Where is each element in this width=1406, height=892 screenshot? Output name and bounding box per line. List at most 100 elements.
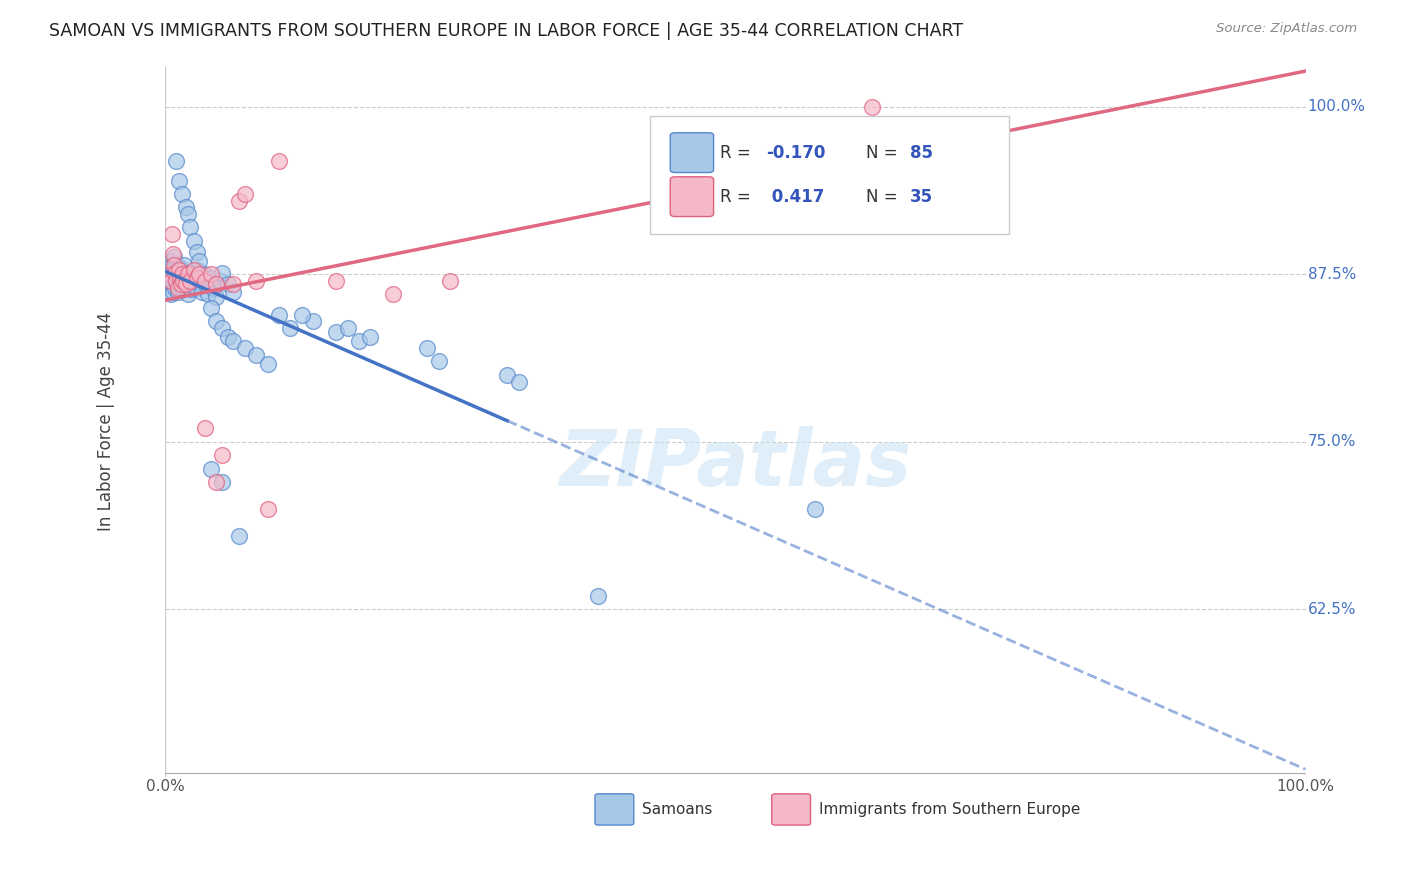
Point	[166, 281, 188, 295]
Point	[208, 274, 231, 288]
Point	[233, 341, 256, 355]
Point	[165, 153, 187, 168]
Text: N =: N =	[866, 187, 903, 206]
Point	[165, 268, 187, 282]
Point	[245, 274, 267, 288]
Point	[267, 308, 290, 322]
Point	[194, 274, 217, 288]
Point	[211, 448, 233, 462]
Point	[336, 321, 359, 335]
Point	[222, 285, 245, 299]
Text: Source: ZipAtlas.com: Source: ZipAtlas.com	[1216, 22, 1357, 36]
Point	[183, 279, 205, 293]
Point	[169, 260, 191, 275]
Point	[233, 186, 256, 201]
Text: 35: 35	[910, 187, 934, 206]
Point	[416, 341, 439, 355]
Point	[194, 274, 217, 288]
Point	[167, 274, 190, 288]
Point	[211, 475, 233, 489]
Point	[163, 250, 186, 264]
Point	[183, 234, 205, 248]
Point	[222, 277, 245, 291]
Text: 100.0%: 100.0%	[1308, 99, 1365, 114]
Point	[173, 258, 195, 272]
Point	[172, 263, 194, 277]
Point	[179, 220, 201, 235]
Point	[201, 281, 224, 295]
Point	[159, 263, 181, 277]
Point	[159, 260, 181, 275]
Point	[228, 528, 250, 542]
Point	[160, 227, 183, 242]
Point	[159, 274, 181, 288]
Text: 87.5%: 87.5%	[1308, 267, 1357, 282]
Point	[194, 421, 217, 435]
Point	[179, 274, 201, 288]
Point	[159, 274, 181, 288]
Point	[157, 268, 180, 282]
Point	[222, 334, 245, 349]
Point	[165, 266, 187, 280]
Point	[181, 271, 204, 285]
Point	[165, 274, 187, 288]
Point	[166, 274, 188, 288]
Text: -0.170: -0.170	[766, 144, 825, 161]
Point	[172, 268, 194, 282]
Point	[188, 254, 211, 268]
Text: 0.0%: 0.0%	[146, 780, 184, 795]
Point	[302, 314, 325, 328]
Point	[228, 194, 250, 208]
Point	[159, 268, 181, 282]
Point	[174, 268, 197, 282]
Point	[159, 254, 181, 268]
Point	[197, 287, 219, 301]
Point	[211, 321, 233, 335]
Point	[177, 266, 200, 280]
Point	[177, 207, 200, 221]
Point	[205, 290, 228, 304]
Point	[172, 274, 194, 288]
Point	[162, 274, 184, 288]
Text: 100.0%: 100.0%	[1277, 780, 1334, 795]
Point	[508, 375, 530, 389]
Point	[186, 244, 208, 259]
Point	[167, 263, 190, 277]
Point	[160, 258, 183, 272]
Point	[160, 268, 183, 282]
Point	[256, 357, 278, 371]
Point	[193, 268, 215, 282]
Point	[496, 368, 519, 382]
Point	[162, 285, 184, 299]
Text: 75.0%: 75.0%	[1308, 434, 1357, 450]
Point	[291, 308, 314, 322]
Point	[159, 287, 181, 301]
Point	[186, 271, 208, 285]
Point	[177, 268, 200, 282]
Point	[177, 287, 200, 301]
Text: R =: R =	[720, 144, 756, 161]
Point	[439, 274, 461, 288]
Point	[166, 285, 188, 299]
Point	[165, 271, 187, 285]
Point	[245, 348, 267, 362]
Point	[169, 268, 191, 282]
Point	[860, 100, 883, 114]
Point	[170, 271, 193, 285]
Point	[217, 277, 239, 291]
Point	[267, 153, 290, 168]
Point	[172, 281, 194, 295]
Point	[195, 277, 218, 291]
Point	[162, 247, 184, 261]
Point	[167, 263, 190, 277]
Point	[280, 321, 302, 335]
Point	[200, 271, 222, 285]
Text: 85: 85	[910, 144, 932, 161]
Point	[359, 330, 381, 344]
Point	[165, 260, 187, 275]
Point	[183, 263, 205, 277]
Point	[174, 277, 197, 291]
Point	[325, 274, 347, 288]
FancyBboxPatch shape	[595, 794, 634, 825]
Point	[186, 263, 208, 277]
